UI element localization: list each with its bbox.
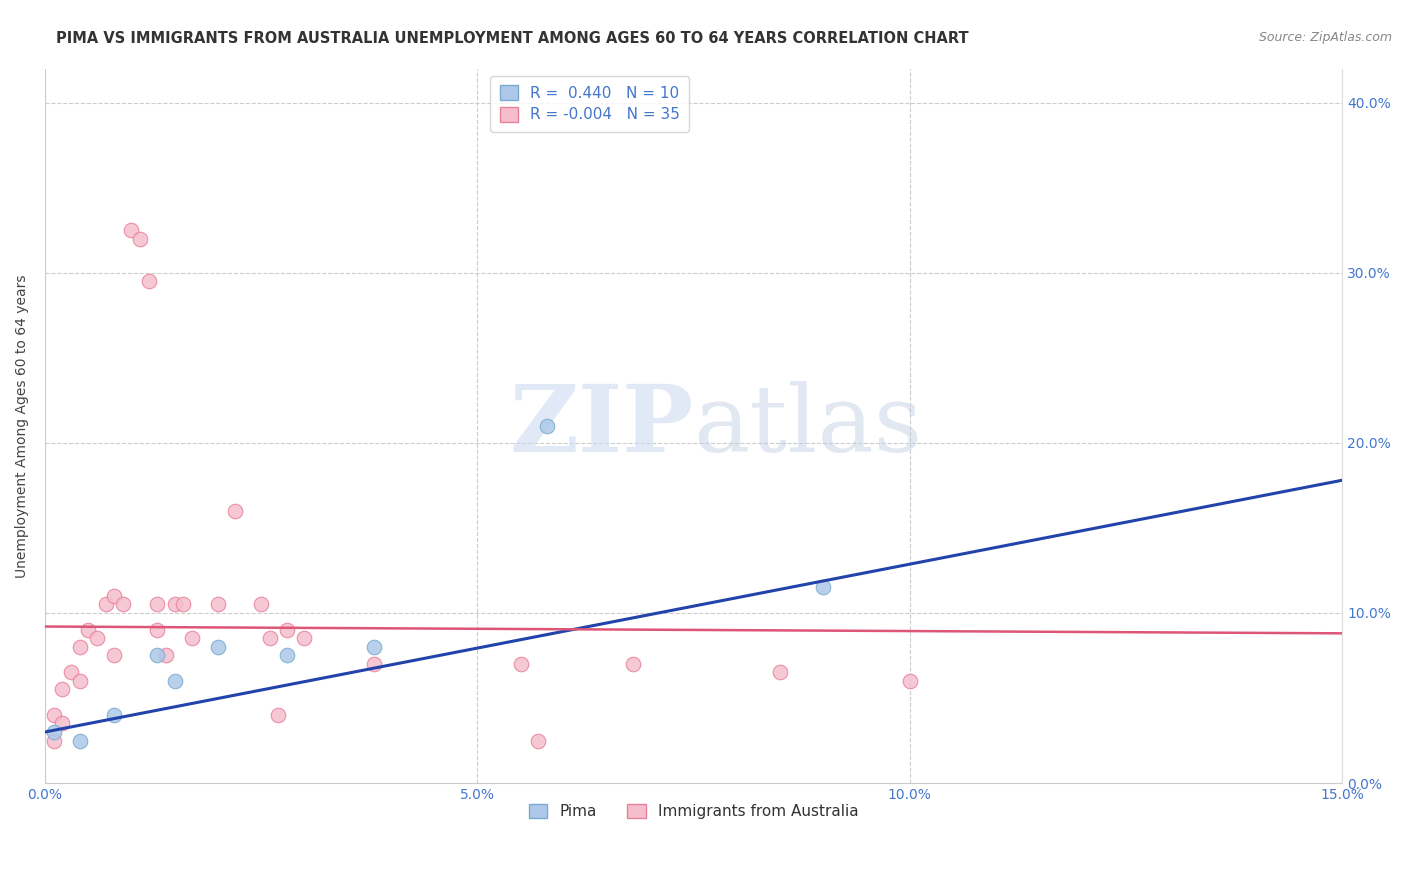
Point xyxy=(621,657,644,671)
Point xyxy=(363,640,385,654)
Point xyxy=(898,673,921,688)
Point xyxy=(51,716,73,731)
Point xyxy=(172,598,194,612)
Point xyxy=(294,632,316,646)
Point xyxy=(181,632,204,646)
Point xyxy=(69,733,91,747)
Point xyxy=(42,725,65,739)
Point xyxy=(69,673,91,688)
Point xyxy=(527,733,550,747)
Point xyxy=(42,733,65,747)
Legend: Pima, Immigrants from Australia: Pima, Immigrants from Australia xyxy=(523,797,865,825)
Text: Source: ZipAtlas.com: Source: ZipAtlas.com xyxy=(1258,31,1392,45)
Point xyxy=(207,598,229,612)
Point xyxy=(276,648,298,663)
Point xyxy=(163,598,186,612)
Y-axis label: Unemployment Among Ages 60 to 64 years: Unemployment Among Ages 60 to 64 years xyxy=(15,274,30,577)
Point xyxy=(267,708,290,723)
Point xyxy=(250,598,273,612)
Point xyxy=(111,598,134,612)
Point xyxy=(155,648,177,663)
Point xyxy=(276,623,298,637)
Point xyxy=(769,665,792,680)
Point xyxy=(536,418,558,433)
Point xyxy=(813,581,835,595)
Point xyxy=(138,274,160,288)
Point xyxy=(42,708,65,723)
Point xyxy=(146,648,169,663)
Point xyxy=(69,640,91,654)
Text: PIMA VS IMMIGRANTS FROM AUSTRALIA UNEMPLOYMENT AMONG AGES 60 TO 64 YEARS CORRELA: PIMA VS IMMIGRANTS FROM AUSTRALIA UNEMPL… xyxy=(56,31,969,46)
Point xyxy=(94,598,117,612)
Point xyxy=(224,504,246,518)
Point xyxy=(51,682,73,697)
Point xyxy=(86,632,108,646)
Point xyxy=(120,223,142,237)
Text: atlas: atlas xyxy=(693,381,922,471)
Point xyxy=(103,589,125,603)
Point xyxy=(103,648,125,663)
Point xyxy=(163,673,186,688)
Point xyxy=(146,623,169,637)
Point xyxy=(103,708,125,723)
Point xyxy=(146,598,169,612)
Text: ZIP: ZIP xyxy=(509,381,693,471)
Point xyxy=(59,665,82,680)
Point xyxy=(509,657,531,671)
Point xyxy=(207,640,229,654)
Point xyxy=(129,232,152,246)
Point xyxy=(77,623,100,637)
Point xyxy=(259,632,281,646)
Point xyxy=(363,657,385,671)
